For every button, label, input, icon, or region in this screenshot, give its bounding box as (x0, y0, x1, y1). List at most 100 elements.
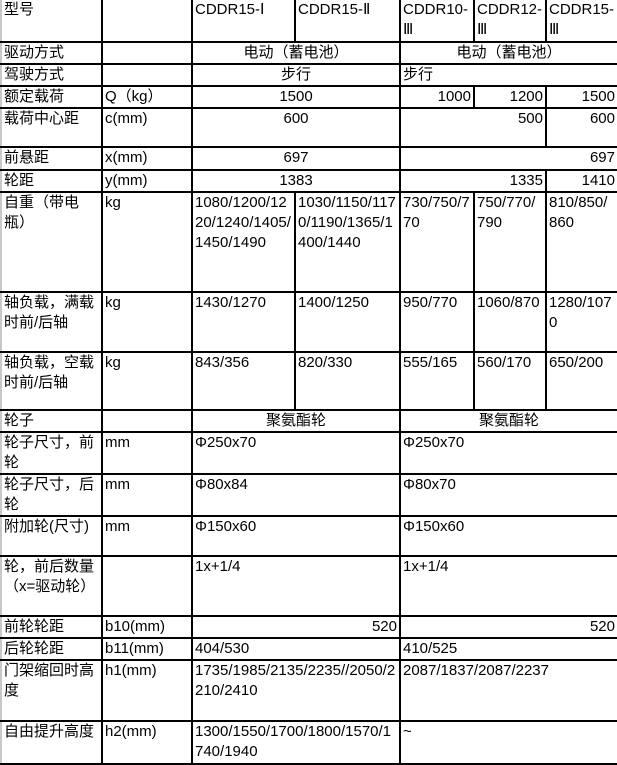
value-cell[interactable]: 810/850/860 (545, 191, 617, 293)
value-cell[interactable]: 1030/1150/1170/1190/1365/1400/1440 (294, 191, 401, 293)
unit-cell[interactable]: mm (101, 473, 193, 517)
table-row: 轮，前后数量（x=驱动轮） 1x+1/4 1x+1/4 (0, 555, 617, 617)
value-cell[interactable]: 步行 (399, 63, 617, 87)
unit-cell[interactable] (101, 41, 193, 65)
value-cell[interactable]: 843/356 (191, 351, 296, 411)
row-label[interactable]: 轮，前后数量（x=驱动轮） (0, 555, 103, 617)
row-label[interactable]: 前轮轮距 (0, 615, 103, 639)
value-cell[interactable]: 步行 (191, 63, 401, 87)
unit-cell[interactable]: kg (101, 351, 193, 411)
value-cell[interactable]: CDDR12-Ⅲ (473, 0, 547, 43)
row-label[interactable]: 轮子尺寸，前轮 (0, 431, 103, 475)
value-cell[interactable]: 2087/1837/2087/2237 (399, 659, 617, 722)
unit-cell[interactable] (101, 0, 193, 43)
value-cell[interactable]: Φ150x60 (191, 515, 401, 557)
row-label[interactable]: 轮子 (0, 409, 103, 433)
row-label[interactable]: 后轮轮距 (0, 637, 103, 661)
value-cell[interactable]: 555/165 (399, 351, 475, 411)
row-label[interactable]: 轮距 (0, 169, 103, 193)
value-cell[interactable]: CDDR15-Ⅰ (191, 0, 296, 43)
unit-cell[interactable]: mm (101, 515, 193, 557)
unit-cell[interactable]: b11(mm) (101, 637, 193, 661)
value-cell[interactable]: Φ250x70 (399, 431, 617, 475)
value-cell[interactable]: 1383 (191, 169, 401, 193)
value-cell[interactable]: Φ80x70 (399, 473, 617, 517)
value-cell[interactable]: CDDR15-Ⅱ (294, 0, 401, 43)
value-cell[interactable]: 1200 (473, 85, 547, 109)
table-row: 前悬距 x(mm) 697 697 (0, 146, 617, 171)
value-cell[interactable]: 1080/1200/1220/1240/1405/1450/1490 (191, 191, 296, 293)
unit-cell[interactable] (101, 63, 193, 87)
row-label[interactable]: 自重（带电瓶） (0, 191, 103, 293)
value-cell[interactable]: 697 (191, 146, 401, 171)
row-label[interactable]: 轴负载，空载时前/后轴 (0, 351, 103, 411)
unit-cell[interactable]: b10(mm) (101, 615, 193, 639)
value-cell[interactable]: 1280/1070 (545, 291, 617, 353)
unit-cell[interactable]: kg (101, 291, 193, 353)
value-cell[interactable]: 560/170 (473, 351, 547, 411)
value-cell[interactable]: 电动（蓄电池） (191, 41, 401, 65)
value-cell[interactable]: 1000 (399, 85, 475, 109)
value-cell[interactable]: 聚氨酯轮 (191, 409, 401, 433)
unit-cell[interactable]: kg (101, 191, 193, 293)
value-cell[interactable]: 1430/1270 (191, 291, 296, 353)
value-cell[interactable]: 1335 (399, 169, 547, 193)
unit-cell[interactable]: x(mm) (101, 146, 193, 171)
unit-cell[interactable]: c(mm) (101, 107, 193, 148)
value-cell[interactable]: 1410 (545, 169, 617, 193)
row-label[interactable]: 额定载荷 (0, 85, 103, 109)
value-cell[interactable]: 1500 (545, 85, 617, 109)
value-cell[interactable]: Φ250x70 (191, 431, 401, 475)
value-cell[interactable]: 1735/1985/2135/2235//2050/2210/2410 (191, 659, 401, 722)
unit-cell[interactable]: y(mm) (101, 169, 193, 193)
table-row: 自重（带电瓶） kg 1080/1200/1220/1240/1405/1450/1… (0, 191, 617, 293)
unit-cell[interactable] (101, 555, 193, 617)
value-cell[interactable]: 520 (399, 615, 617, 639)
table-row: 附加轮(尺寸) mm Φ150x60 Φ150x60 (0, 515, 617, 557)
row-label[interactable]: 驱动方式 (0, 41, 103, 65)
row-label[interactable]: 附加轮(尺寸) (0, 515, 103, 557)
value-cell[interactable]: CDDR15-Ⅲ (545, 0, 617, 43)
value-cell[interactable]: 聚氨酯轮 (399, 409, 617, 433)
value-cell[interactable]: 1x+1/4 (399, 555, 617, 617)
table-row: 后轮轮距 b11(mm) 404/530 410/525 (0, 637, 617, 661)
table-row: 轮子 聚氨酯轮 聚氨酯轮 (0, 409, 617, 433)
value-cell[interactable]: 520 (191, 615, 401, 639)
table-row: 门架缩回时高度 h1(mm) 1735/1985/2135/2235//2050/2… (0, 659, 617, 722)
value-cell[interactable]: 410/525 (399, 637, 617, 661)
value-cell[interactable]: 1060/870 (473, 291, 547, 353)
unit-cell[interactable] (101, 409, 193, 433)
value-cell[interactable]: 1400/1250 (294, 291, 401, 353)
row-label[interactable]: 载荷中心距 (0, 107, 103, 148)
table-row: 轴负载，空载时前/后轴 kg 843/356 820/330 555/165 560/17… (0, 351, 617, 411)
row-label[interactable]: 轴负载，满载时前/后轴 (0, 291, 103, 353)
table-row: 轮子尺寸，后轮 mm Φ80x84 Φ80x70 (0, 473, 617, 517)
value-cell[interactable]: 950/770 (399, 291, 475, 353)
row-label[interactable]: 门架缩回时高度 (0, 659, 103, 722)
value-cell[interactable]: 500 (399, 107, 547, 148)
row-label[interactable]: 驾驶方式 (0, 63, 103, 87)
value-cell[interactable]: 697 (399, 146, 617, 171)
value-cell[interactable]: 750/770/790 (473, 191, 547, 293)
value-cell[interactable]: 650/200 (545, 351, 617, 411)
value-cell[interactable]: 600 (191, 107, 401, 148)
value-cell[interactable]: 1500 (191, 85, 401, 109)
value-cell[interactable]: 730/750/770 (399, 191, 475, 293)
value-cell[interactable]: 1x+1/4 (191, 555, 401, 617)
value-cell[interactable]: 电动（蓄电池） (399, 41, 617, 65)
table-row: 前轮轮距 b10(mm) 520 520 (0, 615, 617, 639)
row-label[interactable]: 前悬距 (0, 146, 103, 171)
unit-cell[interactable]: mm (101, 431, 193, 475)
value-cell[interactable]: 820/330 (294, 351, 401, 411)
value-cell[interactable]: Φ80x84 (191, 473, 401, 517)
value-cell[interactable]: Φ150x60 (399, 515, 617, 557)
row-label[interactable]: 型号 (0, 0, 103, 43)
value-cell[interactable]: 600 (545, 107, 617, 148)
row-label[interactable]: 轮子尺寸，后轮 (0, 473, 103, 517)
unit-cell[interactable]: h1(mm) (101, 659, 193, 722)
table-row: 轮子尺寸，前轮 mm Φ250x70 Φ250x70 (0, 431, 617, 475)
value-cell[interactable]: CDDR10-Ⅲ (399, 0, 475, 43)
unit-cell[interactable]: Q（kg） (101, 85, 193, 109)
value-cell[interactable]: 404/530 (191, 637, 401, 661)
